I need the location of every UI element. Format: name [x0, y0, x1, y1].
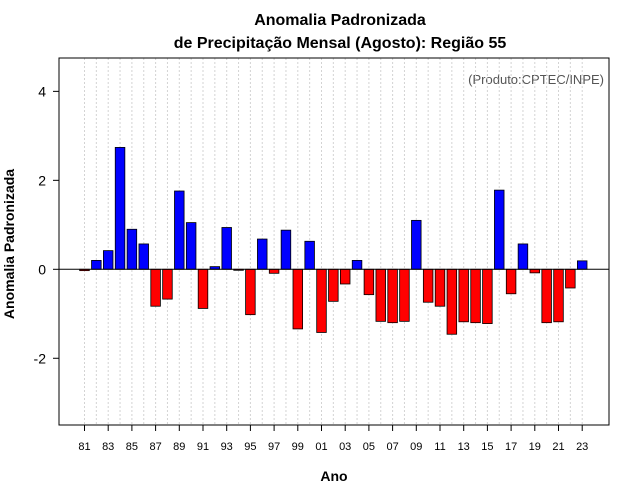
- bar-2013: [458, 268, 469, 323]
- bars: [79, 147, 588, 335]
- x-tick-label: 15: [481, 441, 493, 453]
- x-tick-label: 83: [102, 441, 114, 453]
- bar-2021: [553, 268, 564, 323]
- bar-2014: [470, 268, 481, 324]
- x-tick-label: 99: [292, 441, 304, 453]
- bar-1991: [197, 268, 209, 309]
- bar-2018: [517, 243, 529, 270]
- bar-2008: [399, 268, 410, 322]
- plot-frame: [58, 57, 610, 426]
- bar-1985: [126, 228, 138, 270]
- bar-1987: [150, 268, 161, 307]
- chart-title-line2: de Precipitação Mensal (Agosto): Região …: [174, 35, 507, 52]
- x-tick-label: 17: [505, 441, 517, 453]
- bar-2010: [422, 268, 434, 303]
- bar-2020: [541, 268, 552, 324]
- x-tick-label: 05: [363, 441, 375, 453]
- x-tick-label: 93: [221, 441, 233, 453]
- bar-1993: [221, 227, 232, 270]
- bar-1983: [103, 250, 114, 270]
- bar-2004: [351, 260, 363, 270]
- bar-2007: [387, 268, 398, 324]
- bar-2015: [482, 268, 493, 324]
- bar-2009: [411, 219, 422, 270]
- x-tick-label: 81: [78, 441, 90, 453]
- bar-1998: [280, 229, 292, 270]
- x-tick-label: 09: [410, 441, 422, 453]
- bar-1996: [257, 238, 268, 270]
- x-tick-label: 89: [173, 441, 185, 453]
- bar-1989: [174, 190, 185, 270]
- chart-title-line1: Anomalia Padronizada: [254, 12, 426, 29]
- bar-1999: [292, 268, 304, 330]
- x-axis-label: Ano: [320, 468, 347, 484]
- bar-2022: [565, 268, 576, 289]
- x-tick-label: 97: [268, 441, 280, 453]
- x-tick-label: 85: [126, 441, 138, 453]
- x-tick-label: 13: [458, 441, 470, 453]
- x-tick-label: 01: [315, 441, 327, 453]
- bar-2012: [446, 268, 458, 335]
- x-tick-label: 95: [244, 441, 256, 453]
- bar-1984: [114, 147, 126, 270]
- bar-2002: [328, 268, 339, 302]
- bar-2006: [375, 268, 386, 322]
- x-tick-label: 23: [576, 441, 588, 453]
- x-tick-label: 07: [386, 441, 398, 453]
- bar-2003: [339, 268, 351, 285]
- y-tick-label: 4: [38, 83, 46, 99]
- bar-2016: [494, 189, 505, 270]
- y-axis-label: Anomalia Padronizada: [1, 169, 17, 319]
- bar-1988: [162, 268, 173, 300]
- bar-1997: [268, 268, 280, 274]
- bar-1982: [91, 260, 102, 270]
- bar-1995: [245, 268, 256, 316]
- x-tick-label: 11: [434, 441, 445, 453]
- x-axis: 81 83 85 87 89 91 93 95 97 99 01 03 05 07 09 11 13 15 17 19…: [78, 425, 588, 453]
- bar-1990: [185, 222, 197, 270]
- bar-1986: [138, 243, 149, 270]
- y-tick-label: -2: [34, 350, 47, 366]
- x-tick-label: 87: [149, 441, 161, 453]
- bar-2005: [363, 268, 375, 296]
- bar-2001: [316, 268, 327, 333]
- credit-label: (Produto:CPTEC/INPE): [468, 72, 604, 87]
- gridlines: [84, 58, 583, 425]
- bar-2023: [577, 260, 588, 270]
- bar-2017: [505, 268, 517, 295]
- y-tick-label: 2: [38, 172, 46, 188]
- bar-2019: [529, 268, 541, 274]
- bar-2000: [304, 240, 315, 270]
- x-tick-label: 91: [197, 441, 209, 453]
- x-tick-label: 19: [529, 441, 541, 453]
- x-tick-label: 21: [552, 441, 564, 453]
- y-axis: -2 0 2 4: [34, 83, 59, 366]
- x-tick-label: 03: [339, 441, 351, 453]
- bar-2011: [434, 268, 446, 307]
- y-tick-label: 0: [38, 261, 46, 277]
